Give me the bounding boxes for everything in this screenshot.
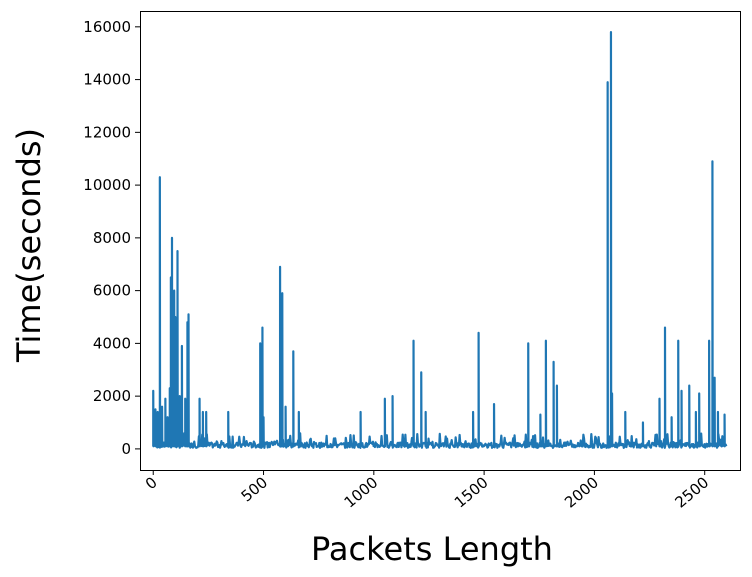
plot-frame — [140, 11, 741, 471]
y-tick-label: 10000 — [83, 176, 131, 194]
y-tick-label: 4000 — [93, 334, 131, 352]
y-tick-label: 14000 — [83, 71, 131, 89]
series-line — [152, 31, 728, 449]
x-axis-title: Packets Length — [311, 530, 553, 568]
y-tick-label: 16000 — [83, 18, 131, 36]
y-tick-label: 8000 — [93, 229, 131, 247]
x-tick-label: 0 — [142, 473, 161, 493]
x-tick-label: 2500 — [671, 473, 712, 511]
y-axis: 0 2000 4000 6000 8000 10000 12000 14000 16000 — [83, 18, 140, 458]
x-tick-label: 1000 — [341, 473, 382, 511]
y-tick-label: 12000 — [83, 123, 131, 141]
x-tick-label: 1500 — [451, 473, 492, 511]
x-tick-label: 500 — [238, 473, 272, 505]
y-axis-title: Time(seconds) — [10, 128, 48, 363]
y-tick-label: 6000 — [93, 282, 131, 300]
y-tick-label: 2000 — [93, 387, 131, 405]
x-tick-label: 2000 — [561, 473, 602, 511]
series-layer — [152, 31, 728, 449]
y-tick-label: 0 — [121, 440, 131, 458]
x-axis: 0 500 1000 1500 2000 2500 — [142, 470, 712, 512]
